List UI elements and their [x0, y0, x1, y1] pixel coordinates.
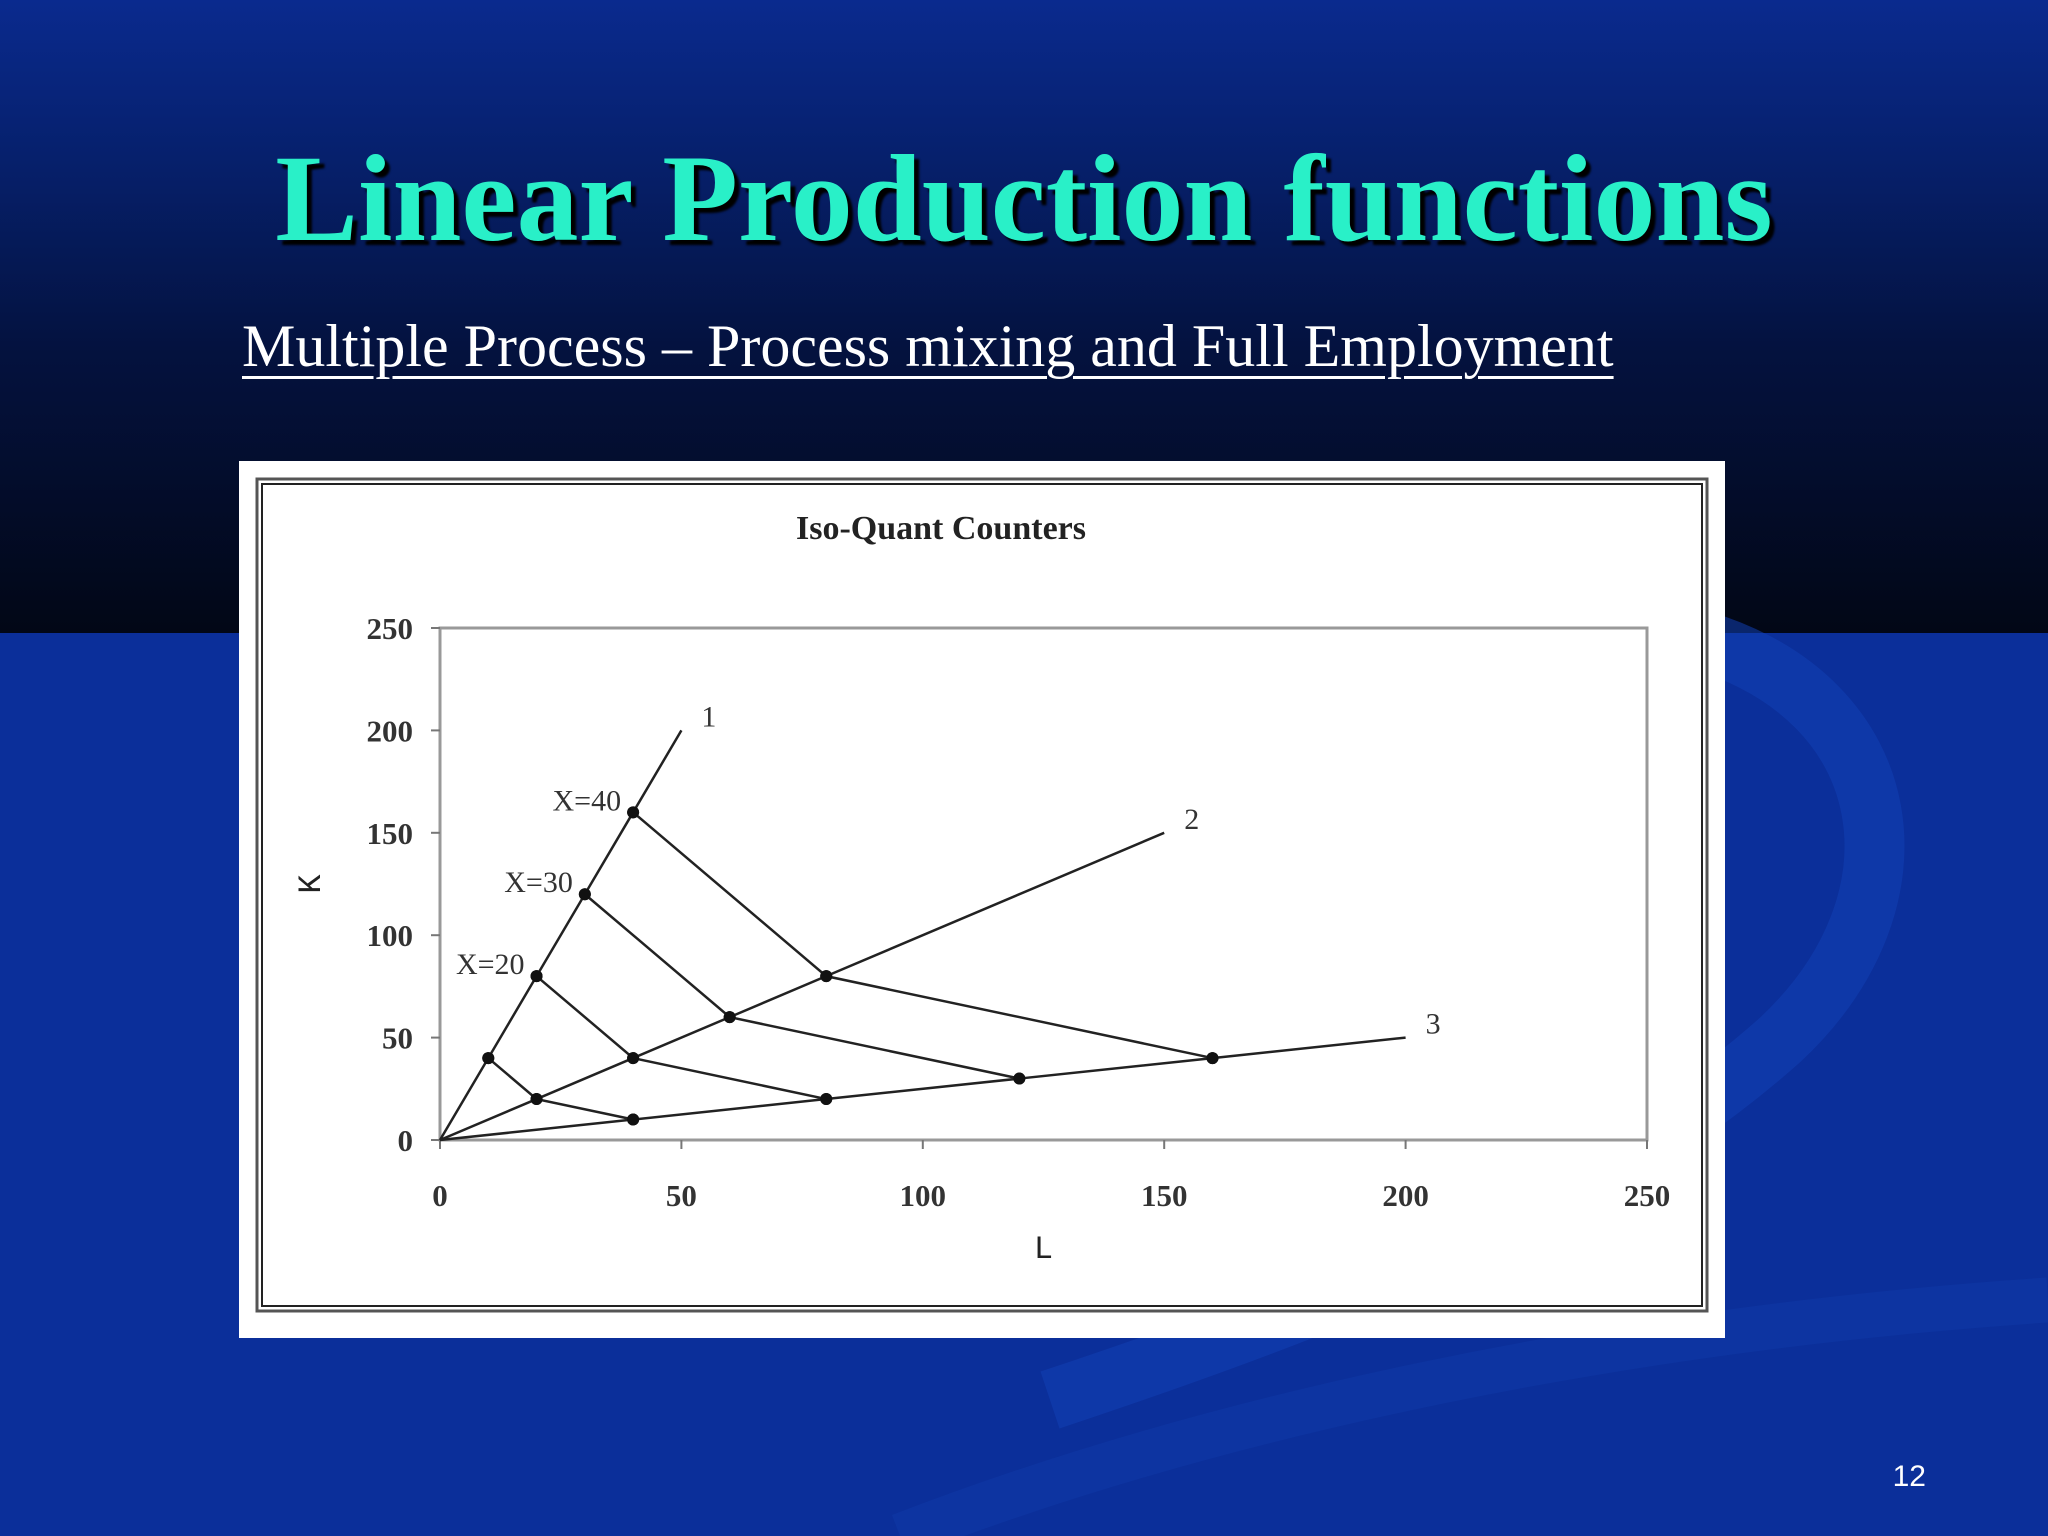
- axes: 0 50 100 150 200 250 0 50 100 150 200 250: [367, 611, 1671, 1213]
- x-tick-label: 50: [666, 1178, 697, 1213]
- x-tick-label: 150: [1141, 1178, 1188, 1213]
- process-label: 3: [1426, 1008, 1441, 1041]
- data-point: [1013, 1072, 1026, 1085]
- y-tick-label: 150: [367, 816, 414, 851]
- y-tick-label: 0: [398, 1123, 414, 1158]
- data-point: [530, 970, 543, 983]
- data-point: [1206, 1052, 1219, 1065]
- process-line-2: [439, 831, 1165, 1142]
- y-tick-label: 100: [367, 918, 414, 953]
- data-point: [627, 806, 640, 819]
- y-tick-label: 50: [382, 1021, 413, 1056]
- process-line-1: [438, 729, 683, 1141]
- page-number: 12: [1892, 1460, 1926, 1493]
- y-tick-label: 200: [367, 713, 414, 748]
- series-points: [482, 806, 1219, 1126]
- isoquant-label: X=30: [504, 866, 573, 899]
- series-labels: 1 2 3 X=20 X=30 X=40: [456, 700, 1441, 1040]
- process-label: 1: [701, 700, 716, 733]
- isoquant-label: X=20: [456, 948, 525, 981]
- slide-subtitle: Multiple Process – Process mixing and Fu…: [242, 313, 1614, 379]
- data-point: [578, 888, 591, 901]
- data-point: [482, 1052, 495, 1065]
- process-line-3: [439, 1036, 1406, 1142]
- data-point: [723, 1011, 736, 1024]
- x-tick-label: 200: [1382, 1178, 1429, 1213]
- chart-inner-border: [261, 483, 1703, 1307]
- process-label: 2: [1184, 803, 1199, 836]
- slide-title: Linear Production functions: [275, 130, 1773, 267]
- x-tick-label: 100: [900, 1178, 947, 1213]
- data-point: [820, 970, 833, 983]
- y-axis-label: K: [293, 874, 330, 894]
- y-tick-label: 250: [367, 611, 414, 646]
- chart-title: Iso-Quant Counters: [796, 510, 1086, 547]
- data-point: [530, 1093, 543, 1106]
- x-axis-label: L: [1034, 1231, 1053, 1268]
- data-point: [820, 1093, 833, 1106]
- x-tick-label: 0: [432, 1178, 448, 1213]
- chart-panel: Iso-Quant Counters 0 50 100 150 200 250 0 50 100…: [239, 461, 1725, 1338]
- x-tick-label: 250: [1624, 1178, 1671, 1213]
- data-point: [627, 1113, 640, 1126]
- isoquant-label: X=40: [553, 784, 622, 817]
- data-point: [627, 1052, 640, 1065]
- isoquant-chart: Iso-Quant Counters 0 50 100 150 200 250 0 50 100…: [255, 477, 1709, 1313]
